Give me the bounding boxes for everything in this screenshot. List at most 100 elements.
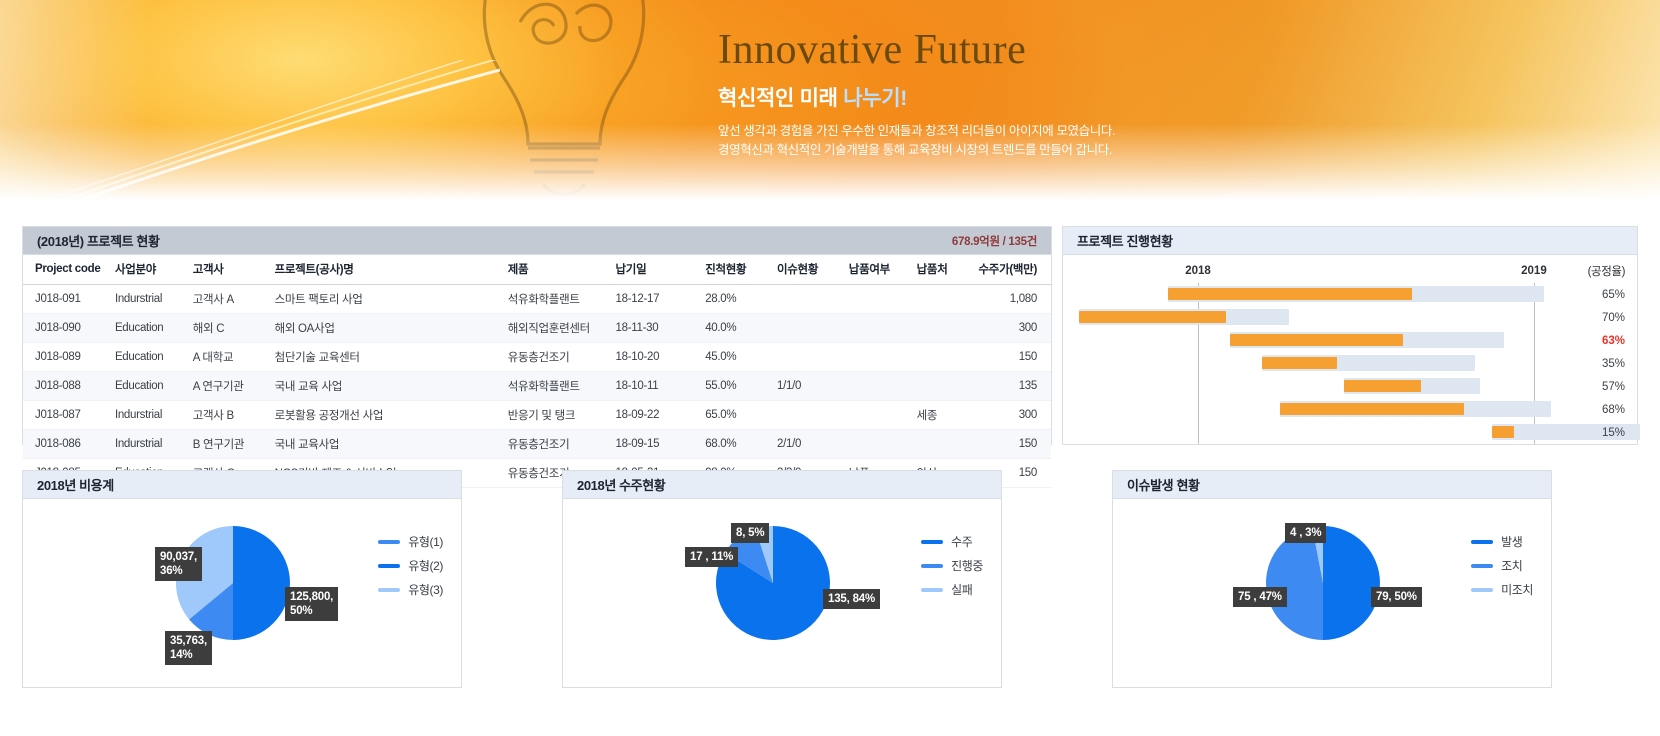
cell-delivered — [844, 371, 913, 401]
gantt-row[interactable]: 68% — [1063, 398, 1637, 421]
table-row[interactable]: J018-087 Indurstrial 고객사 B 로봇활용 공정개선 사업 반응기 … — [23, 400, 1051, 430]
legend-item[interactable]: 유형(2) — [378, 557, 443, 574]
legend-item[interactable]: 실패 — [921, 581, 983, 598]
issue-status-title: 이슈발생 현황 — [1127, 478, 1200, 493]
legend-item[interactable]: 유형(3) — [378, 581, 443, 598]
cell-delivery-place — [912, 371, 975, 401]
cell-progress: 65.0% — [701, 400, 773, 430]
legend-label: 유형(3) — [408, 583, 443, 597]
col-progress[interactable]: 진척현황 — [701, 255, 773, 285]
cell-delivery-place — [912, 313, 975, 343]
gantt-progress-label: 70% — [1601, 311, 1625, 324]
table-row[interactable]: J018-088 Education A 연구기관 국내 교육 사업 석유화학플랜트 18… — [23, 371, 1051, 401]
order-status-title: 2018년 수주현황 — [577, 478, 666, 493]
pie-slice[interactable] — [189, 583, 233, 640]
legend-swatch-icon — [378, 539, 401, 544]
cell-project-name: 국내 교육 사업 — [270, 371, 504, 401]
legend-label: 실패 — [951, 583, 973, 597]
legend-label: 유형(2) — [408, 559, 443, 573]
gantt-row[interactable]: 63% — [1063, 329, 1637, 352]
cell-delivered — [844, 429, 913, 459]
cell-order-price: 300 — [974, 400, 1051, 430]
cell-business-field: Indurstrial — [110, 429, 189, 459]
cost-total-chart: 125,800, 50% 35,763, 14% 90,037, 36% 유형(1) 유… — [23, 499, 461, 688]
cell-project-name: 스마트 팩토리 사업 — [270, 284, 504, 314]
cell-delivery-place — [912, 284, 975, 314]
gantt-row[interactable]: 65% — [1063, 283, 1637, 306]
project-progress-title: 프로젝트 진행현황 — [1077, 234, 1173, 249]
cost-total-title: 2018년 비용계 — [37, 478, 114, 493]
gantt-year-gridline-2019 — [1533, 283, 1535, 444]
hero-text-block: Innovative Future 혁신적인 미래 나누기! 앞선 생각과 경험… — [718, 26, 1598, 160]
cell-issues — [773, 313, 845, 343]
hero-description: 앞선 생각과 경험을 가진 우수한 인재들과 창조적 리더들이 아이지에 모였습… — [718, 122, 1598, 160]
gantt-progress-label: 57% — [1601, 380, 1625, 393]
cell-order-price: 150 — [974, 429, 1051, 459]
gantt-bar-fill — [1491, 426, 1515, 438]
hero-title: Innovative Future — [718, 27, 1027, 73]
cell-order-price: 135 — [974, 371, 1051, 401]
cell-progress: 68.0% — [701, 429, 773, 459]
col-customer[interactable]: 고객사 — [188, 255, 271, 285]
col-due-date[interactable]: 납기일 — [611, 255, 702, 285]
col-issues[interactable]: 이슈현황 — [773, 255, 845, 285]
legend-item[interactable]: 미조치 — [1471, 581, 1533, 598]
cell-delivery-place — [912, 429, 975, 459]
pie-chart-svg — [176, 526, 290, 640]
col-delivery-place[interactable]: 납품처 — [912, 255, 975, 285]
gantt-axis-label-2019: 2019 — [1521, 265, 1547, 277]
pie-chart-svg — [715, 526, 830, 640]
legend-item[interactable]: 수주 — [921, 533, 983, 550]
pie-slice[interactable] — [1266, 527, 1323, 640]
col-project-name[interactable]: 프로젝트(공사)명 — [270, 255, 504, 285]
cell-project-name: 국내 교육사업 — [270, 429, 504, 459]
legend-label: 미조치 — [1501, 583, 1533, 597]
col-project-code[interactable]: Project code — [23, 255, 111, 285]
pie-slice[interactable] — [233, 526, 290, 640]
legend-item[interactable]: 조치 — [1471, 557, 1533, 574]
cell-business-field: Education — [110, 342, 189, 372]
project-table: Project code 사업분야 고객사 프로젝트(공사)명 제품 납기일 진… — [23, 255, 1051, 488]
table-row[interactable]: J018-089 Education A 대학교 첨단기술 교육센터 유동층건조기 18-… — [23, 342, 1051, 372]
col-delivered[interactable]: 납품여부 — [844, 255, 913, 285]
gantt-unit-label: (공정율) — [1587, 266, 1626, 278]
cell-business-field: Indurstrial — [110, 284, 189, 314]
cell-project-code: J018-089 — [23, 342, 111, 372]
legend-item[interactable]: 진행중 — [921, 557, 983, 574]
legend-item[interactable]: 발생 — [1471, 533, 1533, 550]
cell-progress: 55.0% — [701, 371, 773, 401]
cell-project-name: 로봇활용 공정개선 사업 — [270, 400, 504, 430]
legend-item[interactable]: 유형(1) — [378, 533, 443, 550]
legend-label: 유형(1) — [408, 535, 443, 549]
gantt-progress-label: 65% — [1601, 288, 1625, 301]
pie-data-label: 90,037, 36% — [155, 547, 202, 582]
gantt-axis-label-2018: 2018 — [1185, 265, 1211, 277]
cell-delivery-place — [912, 342, 975, 372]
pie-slice[interactable] — [1323, 526, 1380, 640]
issue-status-header: 이슈발생 현황 — [1113, 471, 1551, 499]
col-business-field[interactable]: 사업분야 — [110, 255, 189, 285]
gantt-row[interactable]: 70% — [1063, 306, 1637, 329]
gantt-row[interactable]: 35% — [1063, 352, 1637, 375]
col-order-price[interactable]: 수주가(백만) — [974, 255, 1051, 285]
table-row[interactable]: J018-091 Indurstrial 고객사 A 스마트 팩토리 사업 석유화학플랜… — [23, 284, 1051, 314]
pie-legend: 유형(1) 유형(2) 유형(3) — [378, 533, 443, 605]
table-row[interactable]: J018-086 Indurstrial B 연구기관 국내 교육사업 유동층건조기 18… — [23, 429, 1051, 459]
cell-due-date: 18-11-30 — [611, 313, 702, 343]
cell-project-name: 첨단기술 교육센터 — [270, 342, 504, 372]
order-status-panel: 2018년 수주현황 135, 84% 17 , 11% 8, 5% 수주 진행중 실패 — [562, 470, 1002, 688]
gantt-row[interactable]: 15% — [1063, 421, 1641, 444]
cell-due-date: 18-12-17 — [611, 284, 702, 314]
cell-project-code: J018-091 — [23, 284, 111, 314]
gantt-bar-fill — [1168, 288, 1413, 300]
cell-product: 유동층건조기 — [503, 342, 612, 372]
pie-slice[interactable] — [715, 526, 830, 640]
table-row[interactable]: J018-090 Education 해외 C 해외 OA사업 해외직업훈련센터 18-1… — [23, 313, 1051, 343]
hero-description-line-1: 앞선 생각과 경험을 가진 우수한 인재들과 창조적 리더들이 아이지에 모였습… — [718, 124, 1116, 139]
gantt-progress-label: 35% — [1601, 357, 1625, 370]
gantt-bar-track — [1491, 424, 1641, 440]
col-product[interactable]: 제품 — [503, 255, 612, 285]
hero-description-line-2: 경영혁신과 혁신적인 기술개발을 통해 교육장비 시장의 트렌드를 만들어 갑니… — [718, 143, 1112, 158]
cell-issues: 1/1/0 — [773, 371, 845, 401]
gantt-row[interactable]: 57% — [1063, 375, 1637, 398]
